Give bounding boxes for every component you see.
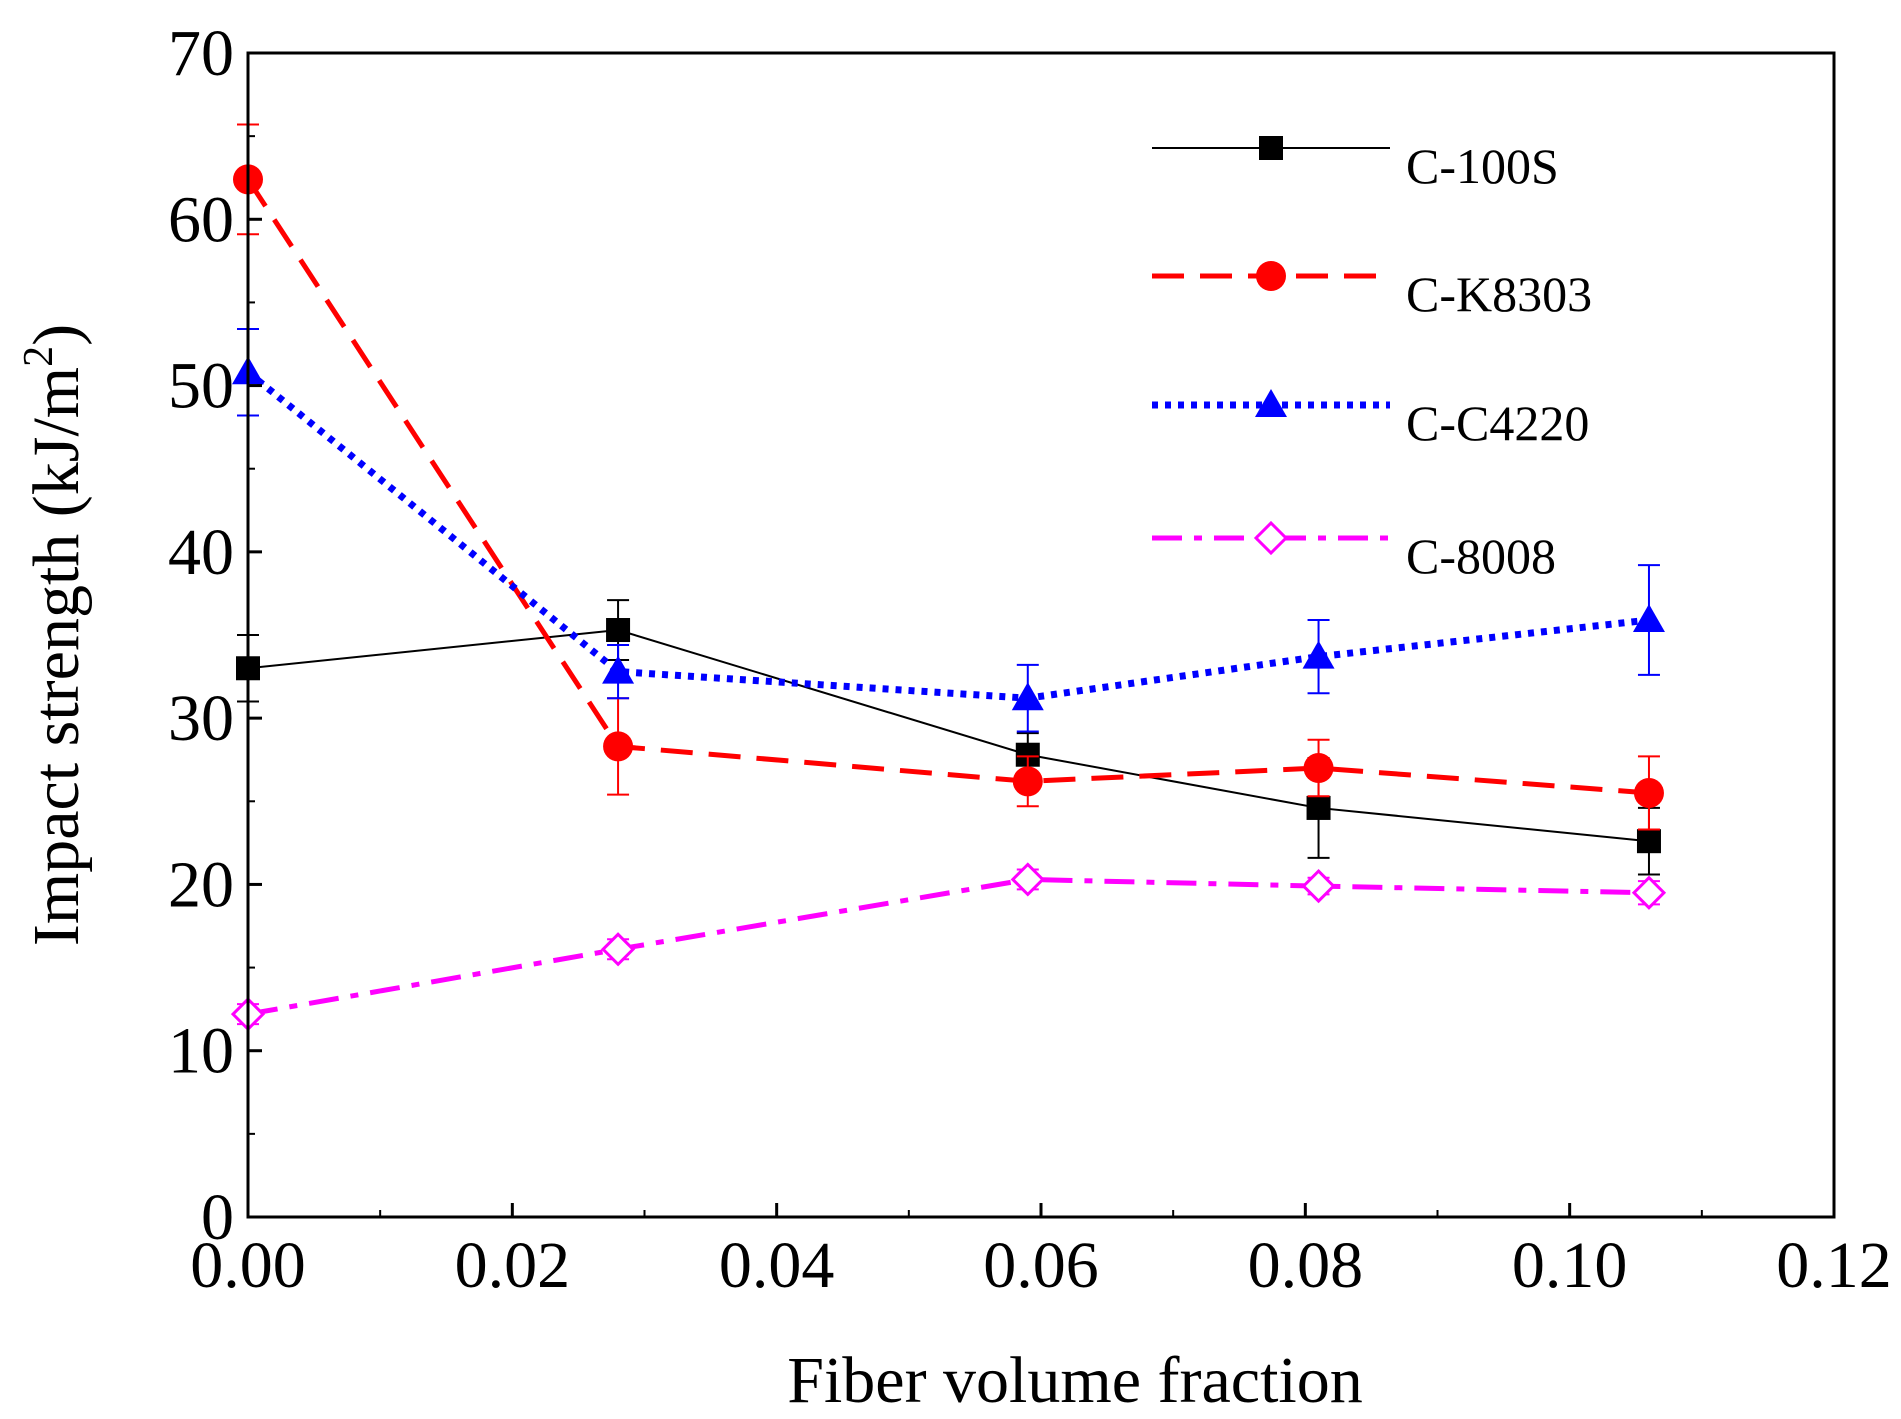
x-tick-label: 0.02 <box>455 1229 571 1302</box>
data-point <box>1011 682 1044 711</box>
plot-frame <box>246 51 1836 1219</box>
series-C-K8303 <box>233 123 1664 831</box>
data-point <box>1633 777 1664 808</box>
data-point <box>1636 829 1661 854</box>
x-axis-title: Fiber volume fraction <box>787 1344 1363 1417</box>
data-point <box>1632 604 1665 633</box>
data-point <box>1012 766 1043 797</box>
data-point <box>603 731 634 762</box>
legend-marker <box>1255 389 1287 417</box>
data-point <box>1010 862 1045 897</box>
y-axis-title-superscript: 2 <box>16 346 62 367</box>
y-tick-label: 30 <box>168 682 234 755</box>
y-tick-label: 70 <box>168 17 234 90</box>
y-tick-label: 40 <box>168 516 234 589</box>
legend-label: C-100S <box>1406 138 1559 194</box>
x-tick-label: 0.06 <box>983 1229 1099 1302</box>
y-axis-title-close: ) <box>20 324 93 346</box>
data-point <box>606 618 631 643</box>
data-point <box>1306 795 1331 820</box>
x-tick-label: 0.12 <box>1776 1229 1892 1302</box>
ticks-layer: 0.00 0.02 0.04 0.06 0.08 0.10 0.12 0 10 20 30 40 50 6… <box>168 17 1892 1302</box>
series-line <box>247 876 1650 1017</box>
legend-label: C-K8303 <box>1406 266 1592 322</box>
data-point <box>600 932 636 967</box>
y-axis-title: Impact strength (kJ/m2) <box>16 324 93 946</box>
y-tick-label: 0 <box>201 1181 234 1254</box>
y-tick-label: 20 <box>168 848 234 921</box>
series-layer <box>230 123 1667 1032</box>
y-tick-label: 60 <box>168 183 234 256</box>
y-tick-label: 50 <box>168 350 234 423</box>
legend-item-C-K8303: C-K8303 <box>1152 261 1592 322</box>
data-point <box>1631 875 1667 910</box>
series-C-C4220 <box>232 328 1665 733</box>
x-tick-label: 0.04 <box>719 1229 835 1302</box>
legend-label: C-8008 <box>1406 528 1556 584</box>
data-point <box>602 655 635 684</box>
data-point <box>1303 753 1334 784</box>
series-C-100S <box>236 599 1661 876</box>
x-tick-label: 0.10 <box>1512 1229 1628 1302</box>
legend-marker <box>1253 520 1289 556</box>
legend-marker <box>1256 261 1286 291</box>
legend-marker <box>1259 136 1283 160</box>
y-axis-title-main: Impact strength (kJ/m <box>20 367 93 946</box>
series-line <box>247 628 1650 843</box>
x-tick-label: 0.08 <box>1248 1229 1364 1302</box>
x-tick-label: 0.00 <box>190 1229 306 1302</box>
data-point <box>1301 868 1336 904</box>
y-tick-label: 10 <box>168 1015 234 1088</box>
legend-item-C-C4220: C-C4220 <box>1152 389 1589 451</box>
data-point <box>1302 640 1335 669</box>
legend-item-C-100S: C-100S <box>1152 136 1559 194</box>
legend: C-100S C-K8303 C-C4220 C-8008 <box>1152 136 1592 584</box>
series-C-8008 <box>230 862 1667 1032</box>
legend-label: C-C4220 <box>1406 395 1589 451</box>
series-line <box>245 178 1650 796</box>
legend-item-C-8008: C-8008 <box>1152 520 1556 584</box>
